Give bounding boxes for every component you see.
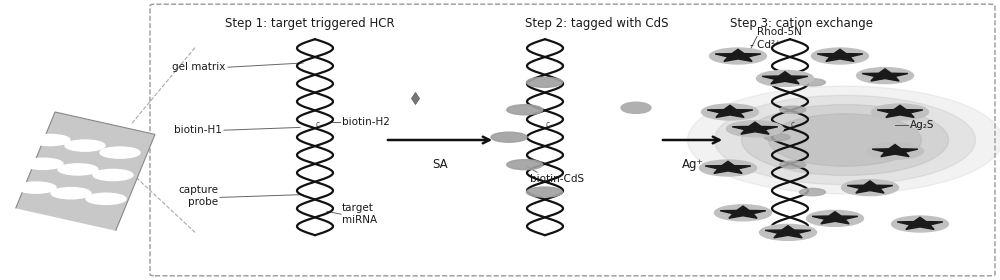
Circle shape	[710, 48, 767, 64]
Circle shape	[507, 160, 543, 170]
Circle shape	[806, 211, 864, 226]
Polygon shape	[812, 212, 858, 224]
Polygon shape	[897, 217, 943, 229]
Circle shape	[526, 187, 562, 197]
Text: target
miRNA: target miRNA	[342, 203, 377, 225]
Circle shape	[760, 225, 816, 240]
Polygon shape	[720, 206, 766, 218]
Polygon shape	[762, 72, 808, 84]
Text: gel matrix: gel matrix	[172, 62, 225, 72]
Ellipse shape	[768, 114, 922, 166]
Text: Rhod-5N: Rhod-5N	[757, 27, 802, 37]
Circle shape	[526, 77, 562, 87]
Text: SA: SA	[432, 158, 448, 171]
Circle shape	[780, 161, 806, 168]
Circle shape	[491, 132, 527, 142]
Text: Step 1: target triggered HCR: Step 1: target triggered HCR	[225, 17, 395, 30]
Circle shape	[100, 147, 140, 158]
Circle shape	[23, 158, 63, 169]
Polygon shape	[765, 226, 811, 238]
Circle shape	[764, 134, 790, 141]
Polygon shape	[817, 49, 863, 61]
Polygon shape	[862, 69, 908, 81]
Polygon shape	[732, 122, 778, 134]
Circle shape	[702, 104, 759, 120]
Circle shape	[799, 188, 825, 196]
Circle shape	[86, 193, 126, 204]
Text: capture
probe: capture probe	[178, 185, 218, 207]
Polygon shape	[715, 49, 761, 61]
Text: biotin-CdS: biotin-CdS	[530, 174, 584, 184]
Ellipse shape	[688, 86, 1000, 194]
Ellipse shape	[714, 95, 976, 185]
Text: c: c	[791, 120, 795, 129]
Circle shape	[507, 105, 543, 115]
Circle shape	[700, 160, 757, 176]
FancyBboxPatch shape	[150, 4, 995, 276]
Text: biotin-H1: biotin-H1	[174, 125, 222, 135]
Circle shape	[757, 71, 814, 87]
Polygon shape	[15, 112, 155, 232]
Circle shape	[812, 48, 868, 64]
Circle shape	[872, 104, 928, 120]
Text: - Cd²⁺: - Cd²⁺	[750, 40, 781, 50]
Text: Step 3: cation exchange: Step 3: cation exchange	[730, 17, 873, 30]
Circle shape	[16, 182, 56, 193]
Circle shape	[866, 143, 924, 159]
Circle shape	[65, 140, 105, 151]
Ellipse shape	[621, 102, 651, 113]
Text: Ag⁺: Ag⁺	[682, 158, 704, 171]
Polygon shape	[872, 144, 918, 157]
Polygon shape	[847, 181, 893, 193]
Circle shape	[51, 188, 91, 199]
Text: c: c	[546, 120, 550, 129]
Polygon shape	[877, 105, 923, 117]
Circle shape	[30, 134, 70, 146]
Text: Ag₂S: Ag₂S	[910, 120, 934, 130]
Circle shape	[856, 68, 914, 84]
Polygon shape	[705, 161, 751, 173]
Circle shape	[842, 180, 898, 196]
Ellipse shape	[742, 105, 948, 175]
Circle shape	[714, 205, 772, 221]
Circle shape	[58, 164, 98, 175]
Circle shape	[799, 79, 825, 86]
Circle shape	[93, 169, 133, 181]
Circle shape	[892, 216, 948, 232]
Circle shape	[780, 106, 806, 113]
Text: c: c	[316, 120, 320, 129]
Text: biotin-H2: biotin-H2	[342, 117, 390, 127]
Circle shape	[726, 121, 784, 137]
Polygon shape	[707, 105, 753, 117]
Text: Step 2: tagged with CdS: Step 2: tagged with CdS	[525, 17, 668, 30]
